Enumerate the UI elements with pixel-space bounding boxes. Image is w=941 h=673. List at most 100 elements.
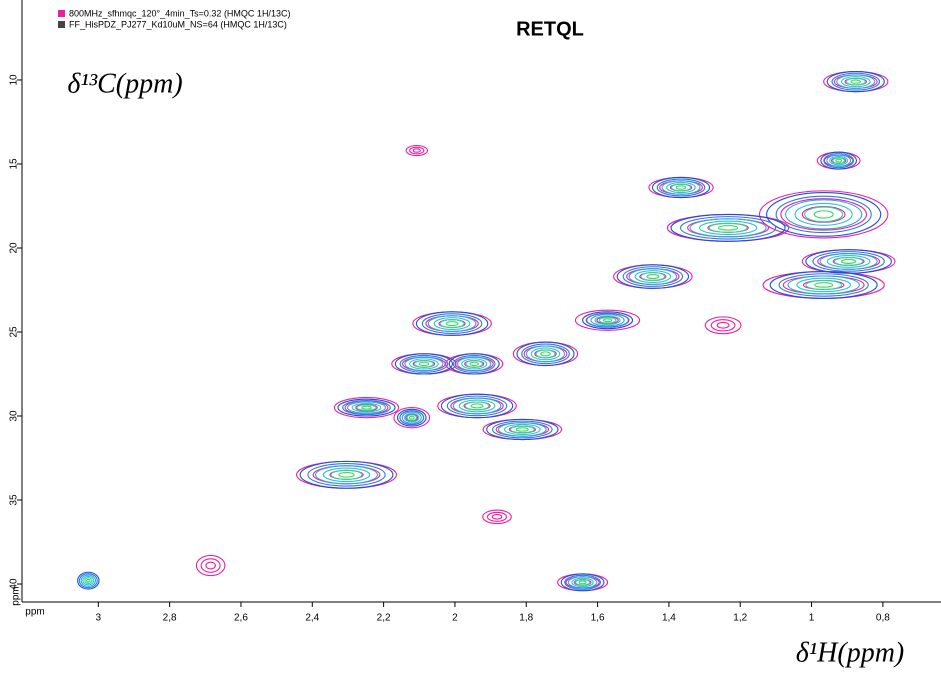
contour-level — [408, 415, 415, 420]
peak — [766, 191, 882, 237]
contour-level — [582, 311, 634, 330]
contour-level — [819, 253, 878, 270]
x-axis-title: δ¹H(ppm) — [796, 637, 905, 668]
contour-level — [594, 315, 621, 325]
plot-area — [77, 71, 896, 592]
contour-level — [640, 272, 666, 282]
contour-level — [503, 423, 541, 436]
contour-level — [299, 460, 394, 489]
contour-level — [333, 396, 400, 419]
contour-level — [564, 574, 601, 590]
contour-level — [535, 349, 556, 359]
contour-level — [814, 282, 834, 288]
contour-level — [399, 354, 449, 373]
contour-level — [492, 420, 553, 439]
y-tick-label: 40 — [9, 578, 20, 590]
contour-level — [832, 157, 846, 164]
y-tick-label: 25 — [9, 326, 20, 338]
contour-level — [670, 213, 786, 242]
peak — [516, 341, 575, 367]
x-tick-label: 1,8 — [519, 613, 533, 624]
contour-level — [342, 400, 391, 416]
contour-level — [780, 198, 868, 231]
contour-level — [656, 178, 706, 197]
peak — [440, 393, 514, 419]
contour-level — [718, 225, 739, 231]
contour-level — [521, 343, 570, 365]
contour-level — [661, 180, 701, 195]
contour-level — [446, 395, 508, 417]
contour-level — [670, 183, 692, 192]
contour-level — [766, 191, 882, 237]
contour-level — [205, 561, 216, 570]
peak — [195, 554, 226, 577]
peak — [820, 151, 858, 170]
contour-level — [456, 356, 492, 372]
x-unit: ppm — [25, 607, 44, 618]
legend-swatch — [58, 10, 65, 17]
peak — [394, 353, 453, 375]
peak — [337, 398, 396, 417]
peak — [758, 190, 889, 239]
contour-level — [525, 345, 566, 363]
contour-level — [330, 469, 363, 480]
x-tick-label: 1,2 — [733, 613, 747, 624]
contour-level — [486, 511, 508, 522]
contour-level — [361, 405, 372, 410]
contour-level — [84, 577, 93, 585]
contour-level — [704, 316, 742, 335]
contour-level — [586, 312, 629, 328]
peak — [704, 316, 742, 335]
contour-level — [346, 401, 387, 414]
contour-level — [813, 210, 834, 219]
contour-level — [823, 153, 855, 169]
y-axis-title: δ¹³C(ppm) — [67, 68, 182, 99]
contour-level — [409, 146, 425, 155]
contour-level — [85, 578, 91, 583]
peak — [299, 460, 394, 489]
contour-level — [796, 277, 851, 293]
x-tick-label: 1,4 — [662, 613, 676, 624]
contour-level — [82, 575, 95, 586]
contour-level — [337, 398, 396, 417]
contour-level — [785, 199, 863, 230]
contour-level — [567, 576, 598, 589]
peak — [486, 418, 559, 441]
contour-level — [708, 222, 748, 233]
contour-level — [515, 427, 529, 432]
contour-level — [826, 154, 852, 167]
contour-level — [396, 408, 427, 427]
contour-level — [439, 319, 465, 329]
contour-level — [666, 181, 696, 194]
contour-level — [482, 509, 512, 525]
contour-level — [794, 202, 853, 226]
contour-level — [498, 422, 547, 437]
contour-level — [801, 205, 846, 223]
contour-level — [758, 190, 889, 239]
contour-level — [458, 399, 496, 413]
legend-label: 800MHz_sfhmqc_120°_4min_Ts=0.32 (HMQC 1H… — [69, 8, 290, 18]
y-tick-label: 30 — [9, 410, 20, 422]
contour-level — [401, 411, 422, 424]
contour-level — [574, 309, 641, 331]
contour-level — [433, 317, 471, 331]
contour-level — [469, 361, 479, 367]
peak — [805, 249, 892, 274]
contour-level — [470, 403, 484, 409]
chart-title: RETQL — [516, 18, 584, 40]
peak — [651, 176, 711, 199]
contour-level — [351, 402, 382, 413]
contour-level — [452, 354, 496, 373]
contour-level — [833, 256, 864, 266]
contour-level — [812, 251, 885, 272]
contour-level — [491, 514, 503, 520]
contour-level — [415, 311, 489, 336]
y-tick-label: 35 — [9, 494, 20, 506]
peak — [415, 311, 489, 336]
contour-level — [393, 407, 431, 429]
peak — [670, 213, 786, 242]
contour-level — [850, 79, 862, 84]
contour-level — [78, 573, 98, 589]
contour-level — [826, 71, 885, 93]
